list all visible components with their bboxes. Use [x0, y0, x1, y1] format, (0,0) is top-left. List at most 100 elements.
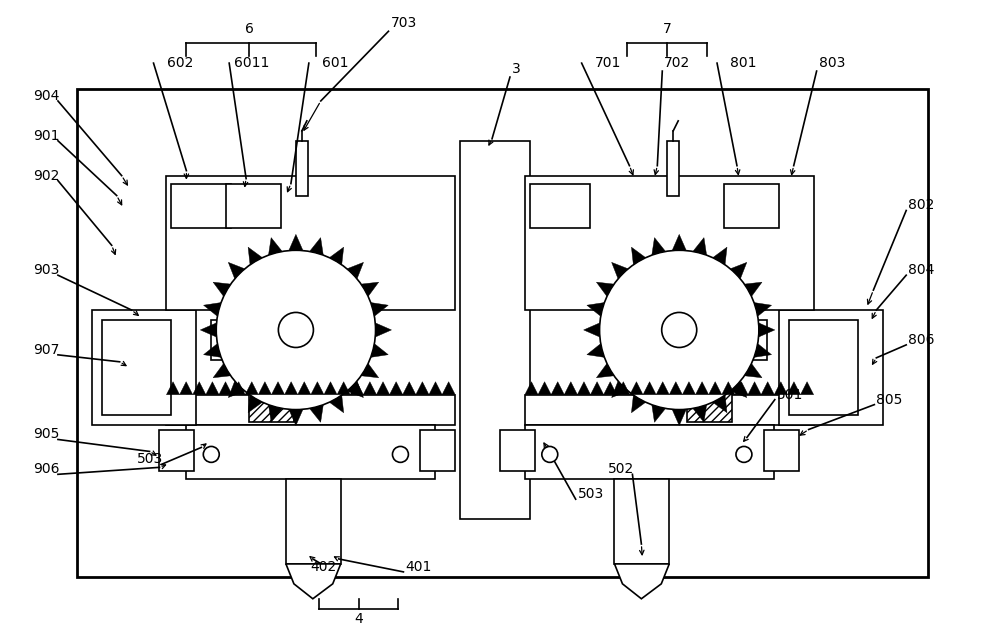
- Bar: [789, 320, 858, 415]
- Bar: [77, 89, 928, 577]
- Polygon shape: [735, 382, 748, 395]
- Polygon shape: [429, 382, 442, 395]
- Polygon shape: [713, 247, 727, 264]
- Text: 903: 903: [34, 263, 60, 277]
- Polygon shape: [612, 262, 628, 278]
- Text: 4: 4: [354, 612, 363, 626]
- Polygon shape: [612, 382, 628, 397]
- Polygon shape: [416, 382, 429, 395]
- Bar: [460, 141, 530, 519]
- Text: 402: 402: [310, 560, 337, 574]
- Bar: [102, 320, 171, 415]
- Polygon shape: [204, 344, 221, 357]
- Polygon shape: [180, 382, 193, 395]
- Polygon shape: [693, 405, 707, 422]
- Bar: [667, 141, 679, 196]
- Bar: [500, 429, 535, 471]
- Bar: [764, 429, 799, 471]
- Bar: [525, 176, 814, 310]
- Circle shape: [600, 250, 759, 410]
- Bar: [530, 183, 590, 229]
- Polygon shape: [643, 382, 656, 395]
- Polygon shape: [525, 382, 538, 395]
- Polygon shape: [630, 382, 643, 395]
- Polygon shape: [596, 282, 614, 296]
- Polygon shape: [289, 234, 303, 250]
- Bar: [724, 183, 779, 229]
- Text: 905: 905: [34, 427, 60, 441]
- Text: 904: 904: [34, 89, 60, 103]
- Polygon shape: [248, 247, 262, 264]
- Polygon shape: [672, 234, 686, 250]
- Polygon shape: [656, 382, 669, 395]
- Polygon shape: [330, 247, 344, 264]
- Polygon shape: [271, 382, 285, 395]
- Text: 906: 906: [33, 462, 60, 476]
- Polygon shape: [206, 382, 219, 395]
- Polygon shape: [631, 396, 645, 413]
- Polygon shape: [787, 382, 801, 395]
- Polygon shape: [269, 405, 282, 422]
- Bar: [525, 395, 814, 424]
- Polygon shape: [337, 382, 350, 395]
- Bar: [525, 424, 774, 479]
- Polygon shape: [617, 382, 630, 395]
- Polygon shape: [713, 396, 727, 413]
- Text: 6: 6: [245, 22, 254, 36]
- Bar: [731, 325, 749, 355]
- Polygon shape: [652, 405, 665, 422]
- Polygon shape: [347, 382, 363, 397]
- Polygon shape: [577, 382, 591, 395]
- Text: 501: 501: [777, 388, 803, 402]
- Polygon shape: [200, 323, 216, 337]
- Bar: [779, 310, 883, 424]
- Polygon shape: [298, 382, 311, 395]
- Text: 805: 805: [876, 392, 903, 406]
- Polygon shape: [166, 382, 180, 395]
- Circle shape: [542, 447, 558, 462]
- Polygon shape: [228, 382, 245, 397]
- Text: 503: 503: [578, 487, 604, 501]
- Bar: [92, 310, 196, 424]
- Polygon shape: [696, 382, 709, 395]
- Bar: [186, 424, 435, 479]
- Polygon shape: [587, 344, 604, 357]
- Polygon shape: [376, 382, 390, 395]
- Polygon shape: [754, 303, 772, 316]
- Text: 804: 804: [908, 263, 935, 277]
- Polygon shape: [754, 344, 772, 357]
- Polygon shape: [748, 382, 761, 395]
- Polygon shape: [709, 382, 722, 395]
- Polygon shape: [587, 303, 604, 316]
- Text: 806: 806: [908, 333, 935, 347]
- Polygon shape: [801, 382, 814, 395]
- Polygon shape: [774, 382, 787, 395]
- Polygon shape: [390, 382, 403, 395]
- Polygon shape: [286, 564, 341, 599]
- Polygon shape: [376, 323, 391, 337]
- Polygon shape: [403, 382, 416, 395]
- Polygon shape: [330, 396, 344, 413]
- Polygon shape: [614, 564, 669, 599]
- Text: 701: 701: [595, 56, 621, 70]
- Polygon shape: [363, 382, 376, 395]
- Polygon shape: [324, 382, 337, 395]
- Polygon shape: [289, 410, 303, 426]
- Text: 601: 601: [322, 56, 349, 70]
- Bar: [166, 176, 455, 310]
- Text: 503: 503: [137, 452, 163, 466]
- Polygon shape: [759, 323, 775, 337]
- Polygon shape: [213, 282, 230, 296]
- Polygon shape: [564, 382, 577, 395]
- Text: 502: 502: [608, 462, 634, 476]
- Text: 801: 801: [730, 56, 757, 70]
- Bar: [687, 390, 732, 422]
- Polygon shape: [310, 238, 323, 255]
- Polygon shape: [693, 238, 707, 255]
- Text: 7: 7: [663, 22, 672, 36]
- Bar: [296, 141, 308, 196]
- Polygon shape: [371, 303, 388, 316]
- Polygon shape: [682, 382, 696, 395]
- Polygon shape: [745, 364, 762, 378]
- Polygon shape: [538, 382, 551, 395]
